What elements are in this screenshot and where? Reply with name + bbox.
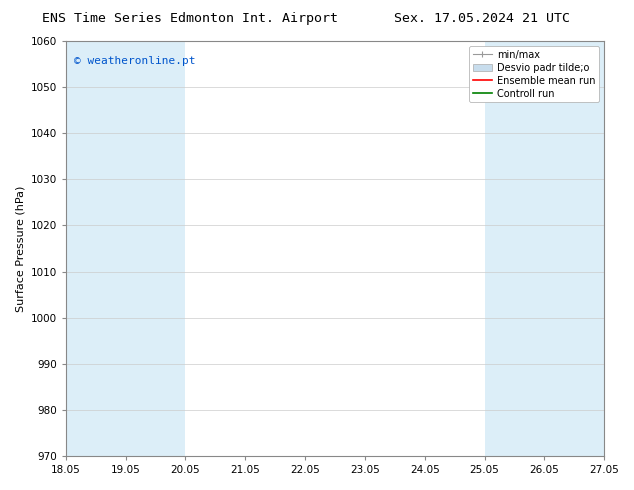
Y-axis label: Surface Pressure (hPa): Surface Pressure (hPa) (15, 185, 25, 312)
Bar (545, 41, 604, 456)
Text: ENS Time Series Edmonton Int. Airport: ENS Time Series Edmonton Int. Airport (42, 12, 338, 25)
Bar (484, 41, 545, 456)
Bar (66, 41, 126, 456)
Text: Sex. 17.05.2024 21 UTC: Sex. 17.05.2024 21 UTC (394, 12, 570, 25)
Text: © weatheronline.pt: © weatheronline.pt (74, 55, 195, 66)
Bar (126, 41, 186, 456)
Legend: min/max, Desvio padr tilde;o, Ensemble mean run, Controll run: min/max, Desvio padr tilde;o, Ensemble m… (469, 46, 599, 102)
